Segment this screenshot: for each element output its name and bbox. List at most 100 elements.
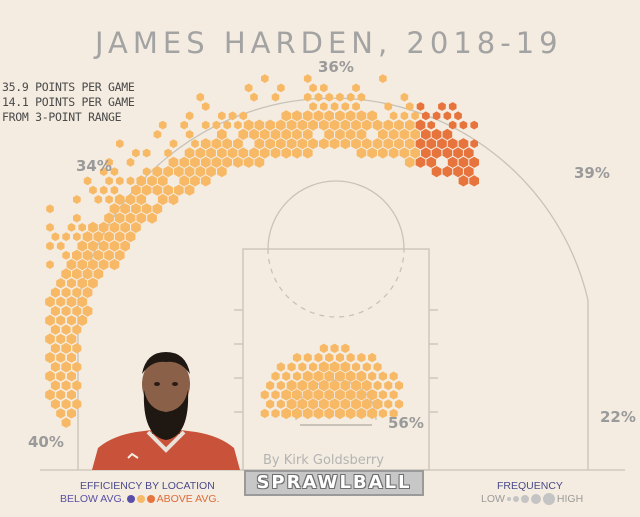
shot-hex [453, 166, 463, 178]
shot-hex [276, 138, 286, 150]
shot-hex [329, 398, 340, 410]
shot-hex [271, 371, 280, 381]
shot-hex [93, 231, 104, 243]
shot-hex [266, 399, 275, 409]
shot-hex [313, 389, 324, 401]
shot-hex [180, 120, 188, 130]
shot-hex [345, 128, 356, 140]
shot-hex [62, 232, 70, 242]
shot-hex [234, 120, 242, 130]
shot-hex [447, 138, 458, 150]
shot-hex [400, 92, 409, 102]
shot-hex [136, 193, 147, 206]
shot-hex [389, 408, 398, 419]
zone-label-left-wing: 34% [76, 157, 112, 175]
shot-hex [345, 407, 356, 420]
shot-hex [126, 176, 135, 186]
shot-hex [302, 389, 313, 401]
shot-hex [292, 371, 302, 381]
legend-low-label: LOW [481, 493, 505, 505]
shot-hex [114, 212, 125, 224]
shot-hex [320, 102, 328, 111]
shot-hex [372, 119, 383, 131]
shot-hex [287, 362, 296, 372]
shot-hex [297, 398, 308, 410]
shot-hex [98, 240, 109, 252]
legend-efficiency-title: EFFICIENCY BY LOCATION [80, 480, 215, 492]
shot-hex [415, 156, 426, 168]
shot-hex [78, 223, 86, 232]
shot-hex [46, 241, 54, 251]
shot-hex [324, 389, 335, 401]
shot-hex [378, 390, 387, 400]
shot-hex [45, 352, 55, 364]
shot-hex [250, 92, 258, 102]
legend-below-label: BELOW AVG. [60, 493, 125, 505]
shot-hex [351, 119, 361, 131]
shot-hex [459, 120, 468, 130]
shot-hex [330, 343, 339, 353]
zone-label-left-corner: 40% [28, 433, 64, 451]
shot-hex [114, 193, 125, 206]
shot-hex [104, 249, 114, 261]
shot-hex [282, 371, 291, 381]
shot-hex [416, 102, 425, 111]
shot-hex [82, 249, 93, 261]
shot-hex [93, 268, 104, 280]
shot-hex [271, 408, 280, 419]
shot-hex [116, 139, 124, 149]
shot-hex [271, 390, 280, 400]
shot-hex [157, 193, 168, 206]
shot-hex [265, 119, 275, 131]
shot-hex [335, 110, 345, 122]
legend-frequency-scale: LOW HIGH [481, 493, 583, 505]
shot-hex [56, 408, 66, 419]
shot-hex [389, 371, 398, 381]
shot-hex [195, 166, 206, 178]
shot-hex [319, 138, 329, 150]
shot-hex [46, 223, 54, 232]
shot-hex [303, 92, 312, 102]
shot-hex [302, 110, 313, 122]
shot-hex [431, 128, 442, 140]
shot-hex [426, 138, 437, 150]
shot-hex [372, 138, 383, 150]
shot-hex [410, 128, 420, 140]
shot-hex [259, 147, 270, 159]
shot-hex [254, 156, 265, 168]
shot-hex [51, 232, 60, 242]
shot-hex [318, 361, 329, 373]
shot-hex [318, 379, 329, 392]
shot-hex [46, 260, 54, 269]
legend-swatch-avg [136, 495, 145, 503]
shot-hex [286, 398, 297, 410]
shot-hex [50, 343, 60, 354]
shot-hex [66, 259, 77, 271]
shot-hex [352, 102, 360, 111]
shot-hex [153, 130, 162, 139]
shot-hex [77, 314, 88, 326]
shot-hex [66, 296, 77, 308]
shot-hex [260, 390, 269, 400]
shot-hex [238, 147, 249, 159]
shot-hex [437, 138, 447, 150]
shot-hex [125, 231, 136, 243]
shot-hex [281, 147, 292, 159]
shot-hex [313, 407, 324, 420]
shot-hex [93, 249, 104, 261]
shot-hex [271, 92, 280, 102]
shot-hex [261, 74, 269, 83]
shot-hex [470, 120, 478, 130]
shot-hex [324, 110, 334, 122]
shot-hex [131, 221, 141, 233]
shot-hex [442, 147, 453, 159]
shot-hex [185, 130, 194, 139]
shot-hex [142, 148, 151, 158]
shot-hex [104, 212, 114, 224]
shot-hex [164, 148, 172, 158]
shot-hex [431, 147, 442, 159]
shot-hex [357, 352, 366, 363]
shot-hex [373, 362, 382, 372]
shot-hex [50, 324, 60, 335]
shot-hex [196, 92, 205, 102]
